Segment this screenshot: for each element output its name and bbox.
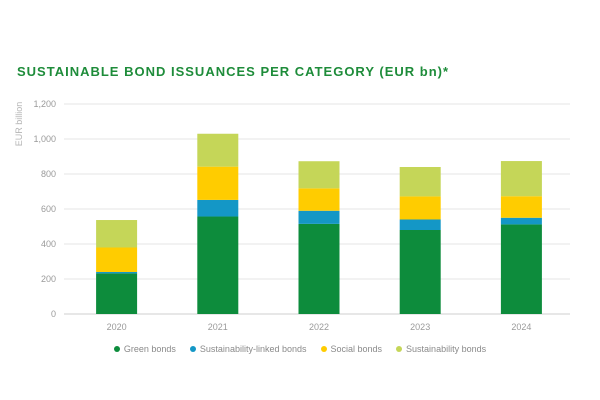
legend-swatch xyxy=(320,346,327,352)
x-tick-label: 2024 xyxy=(511,322,531,332)
legend-swatch xyxy=(396,346,403,352)
bar-segment xyxy=(298,161,340,189)
y-tick-label: 0 xyxy=(51,309,56,319)
x-tick-label: 2023 xyxy=(410,322,430,332)
bar-segment xyxy=(197,216,239,314)
y-tick-label: 200 xyxy=(41,274,56,284)
legend-item: Sustainability bonds xyxy=(396,344,486,354)
bar-segment xyxy=(399,230,441,314)
bar-segment xyxy=(96,247,138,272)
y-tick-label: 600 xyxy=(41,204,56,214)
y-axis-label: EUR billion xyxy=(14,102,24,147)
bar-segment xyxy=(298,210,340,224)
legend-item: Green bonds xyxy=(113,344,176,354)
y-tick-label: 1,200 xyxy=(33,99,56,109)
legend-item: Sustainability-linked bonds xyxy=(189,344,307,354)
bar-segment xyxy=(197,199,239,217)
legend-label: Green bonds xyxy=(123,344,176,354)
legend-swatch xyxy=(113,346,120,352)
bar-segment xyxy=(96,220,138,248)
bar-segment xyxy=(298,188,340,211)
bar-segment xyxy=(500,196,542,218)
x-tick-label: 2021 xyxy=(208,322,228,332)
legend-item: Social bonds xyxy=(320,344,383,354)
stacked-bar-chart: 0 200 400 600 800 1,000 1,200 EUR billion 2020 20… xyxy=(14,99,570,332)
bar-segment xyxy=(197,133,239,167)
x-tick-label: 2022 xyxy=(309,322,329,332)
legend-label: Social bonds xyxy=(330,344,383,354)
bar-segment xyxy=(298,223,340,314)
y-tick-label: 1,000 xyxy=(33,134,56,144)
chart-legend: Green bonds Sustainability-linked bonds So… xyxy=(0,344,600,354)
bar-segment xyxy=(399,167,441,197)
x-tick-label: 2020 xyxy=(107,322,127,332)
bar-segment xyxy=(500,161,542,197)
chart-title: SUSTAINABLE BOND ISSUANCES PER CATEGORY … xyxy=(17,64,450,79)
bar-segment xyxy=(399,196,441,220)
bar-segment xyxy=(197,166,239,200)
y-tick-label: 800 xyxy=(41,169,56,179)
legend-swatch xyxy=(189,346,196,352)
bar-segment xyxy=(500,224,542,314)
y-tick-label: 400 xyxy=(41,239,56,249)
bar-segment xyxy=(96,273,138,314)
bar-segment xyxy=(96,272,138,274)
legend-label: Sustainability bonds xyxy=(406,344,487,354)
bar-segment xyxy=(500,217,542,225)
bar-segment xyxy=(399,219,441,230)
legend-label: Sustainability-linked bonds xyxy=(199,344,307,354)
